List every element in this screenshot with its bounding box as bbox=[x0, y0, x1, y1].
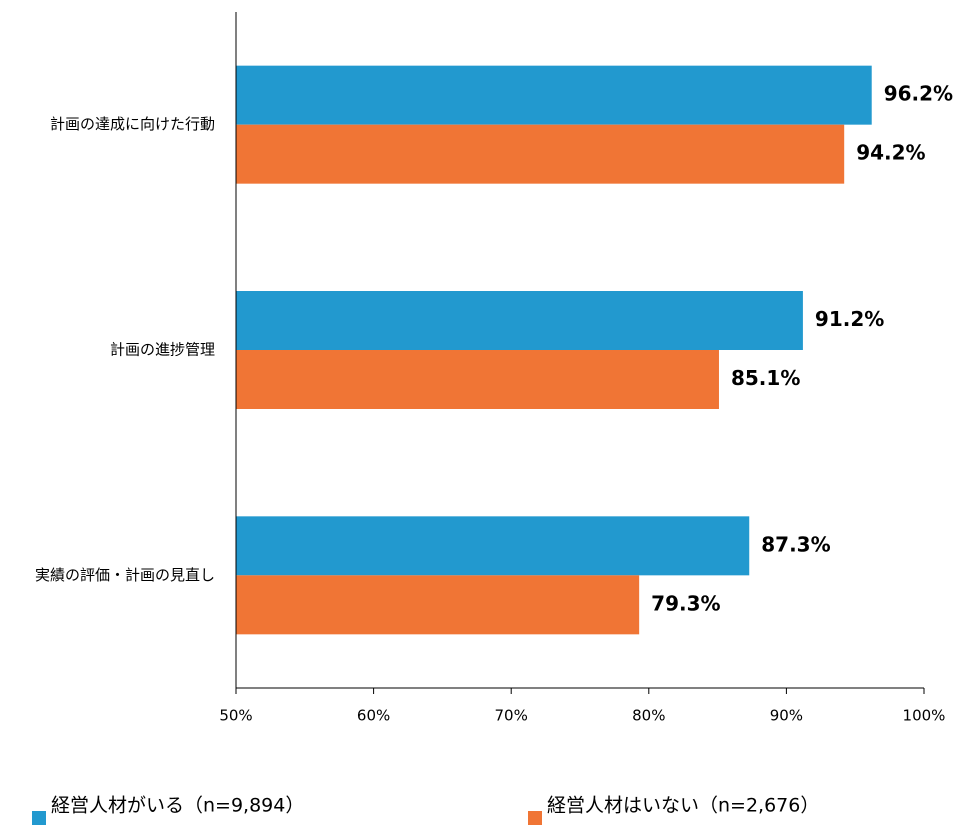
bar bbox=[236, 516, 750, 576]
x-tick-label: 70% bbox=[495, 707, 528, 725]
legend-swatch bbox=[32, 811, 46, 825]
x-tick-label: 100% bbox=[903, 707, 946, 725]
bar bbox=[236, 65, 872, 125]
category-label: 実績の評価・計画の見直し bbox=[35, 566, 215, 584]
category-label: 計画の達成に向けた行動 bbox=[50, 115, 215, 133]
bar bbox=[236, 350, 719, 409]
x-tick-label: 50% bbox=[219, 707, 252, 725]
bar bbox=[236, 575, 640, 635]
legend-label: 経営人材がいる（n=9,894） bbox=[51, 795, 304, 817]
value-label: 87.3% bbox=[761, 532, 830, 556]
value-label: 94.2% bbox=[856, 141, 925, 165]
value-label: 91.2% bbox=[815, 307, 884, 331]
category-label: 計画の進捗管理 bbox=[110, 341, 215, 359]
legend-label: 経営人材はいない（n=2,676） bbox=[547, 795, 819, 817]
bar bbox=[236, 291, 803, 350]
value-label: 79.3% bbox=[651, 591, 720, 615]
bar bbox=[236, 124, 845, 184]
value-label: 96.2% bbox=[884, 82, 953, 106]
x-tick-label: 80% bbox=[632, 707, 665, 725]
value-label: 85.1% bbox=[731, 366, 800, 390]
x-tick-label: 60% bbox=[357, 707, 390, 725]
legend-swatch bbox=[528, 811, 542, 825]
x-tick-label: 90% bbox=[770, 707, 803, 725]
